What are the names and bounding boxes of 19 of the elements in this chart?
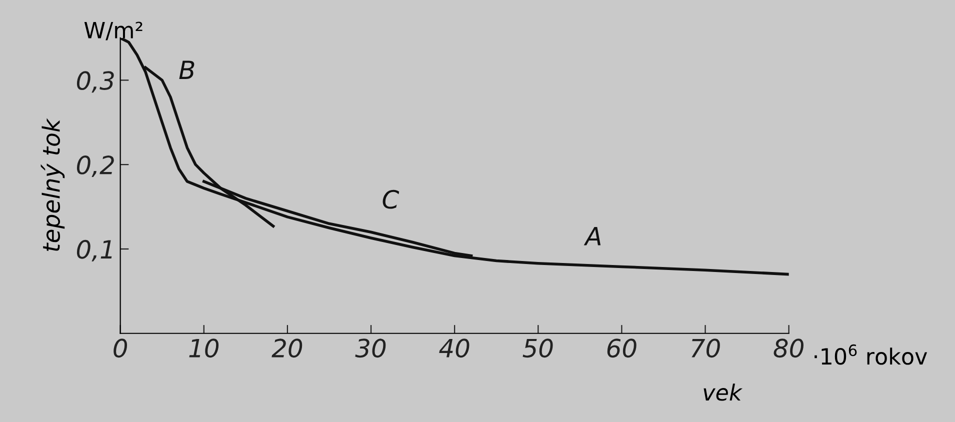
x-tick-label: 50 — [522, 338, 553, 358]
annotation: W/m² — [84, 22, 142, 40]
series-label: A — [584, 227, 601, 246]
x-tick-label: 80 — [774, 338, 804, 358]
x-tick-label: 30 — [355, 338, 386, 358]
y-tick-label: 0,2 — [76, 156, 114, 177]
x-tick-label: 40 — [439, 338, 470, 358]
x-tick-label: 10 — [189, 338, 219, 358]
text: ·10$^{6}$ rokov — [814, 344, 928, 365]
y-tick-label: 0,3 — [76, 71, 114, 93]
series-label: B — [179, 60, 194, 79]
x-tick-label: 60 — [607, 338, 636, 358]
series-label: C — [382, 190, 400, 209]
y-axis-title: tepelný tok — [40, 118, 65, 252]
x-tick-label: 20 — [272, 338, 302, 358]
x-axis-title: vek — [704, 384, 743, 401]
x-tick-label: 70 — [692, 338, 720, 358]
x-tick-label: 0 — [114, 338, 128, 358]
y-tick-label: 0,1 — [76, 240, 112, 262]
